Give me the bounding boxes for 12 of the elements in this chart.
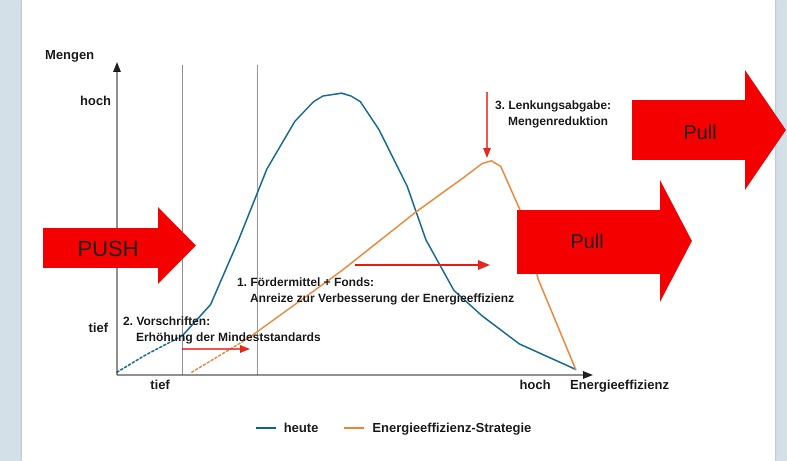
x-axis-title: Energieeffizienz bbox=[570, 377, 670, 392]
text: hoch bbox=[519, 377, 551, 392]
y-axis-title: Mengen bbox=[45, 47, 94, 62]
legend-label: Energieeffizienz-Strategie bbox=[372, 420, 532, 435]
annotation: PUSH bbox=[77, 236, 139, 261]
annotation: 3. Lenkungsabgabe: Mengenreduktion bbox=[495, 98, 612, 128]
annotation: Pull bbox=[570, 231, 604, 253]
text: Pull bbox=[683, 122, 717, 144]
text: tief bbox=[88, 320, 109, 335]
text: tief bbox=[150, 377, 170, 392]
legend-label: heute bbox=[284, 420, 318, 435]
text: hoch bbox=[80, 93, 112, 108]
